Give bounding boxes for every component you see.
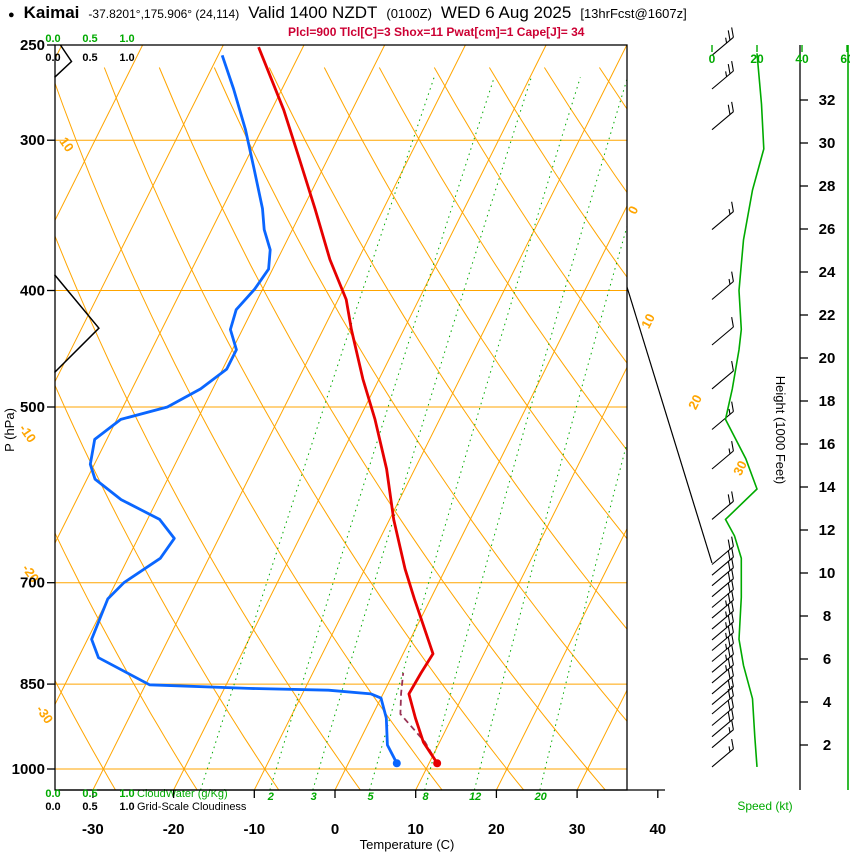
svg-text:-10: -10 — [243, 821, 265, 838]
svg-text:30: 30 — [730, 458, 750, 478]
valid-utc: (0100Z) — [386, 6, 432, 21]
svg-text:6: 6 — [823, 651, 831, 668]
svg-text:0.0: 0.0 — [45, 52, 60, 64]
station-coords: -37.8201°,175.906° (24,114) — [88, 7, 240, 21]
svg-text:10: 10 — [638, 311, 658, 331]
svg-text:14: 14 — [819, 479, 836, 496]
parcel-path — [399, 672, 438, 764]
svg-text:1.0: 1.0 — [119, 33, 134, 45]
svg-text:12: 12 — [469, 791, 481, 803]
svg-text:1.0: 1.0 — [119, 788, 134, 800]
svg-text:40: 40 — [649, 821, 666, 838]
svg-text:28: 28 — [819, 178, 836, 195]
speed-profile — [724, 53, 765, 767]
svg-text:2: 2 — [267, 791, 274, 803]
svg-text:500: 500 — [20, 399, 45, 416]
svg-text:20: 20 — [819, 350, 836, 367]
svg-text:0.5: 0.5 — [82, 801, 97, 813]
svg-text:0.5: 0.5 — [82, 33, 97, 45]
svg-text:16: 16 — [819, 436, 836, 453]
svg-text:700: 700 — [20, 575, 45, 592]
svg-text:20: 20 — [685, 392, 705, 412]
svg-text:850: 850 — [20, 676, 45, 693]
svg-text:20: 20 — [488, 821, 505, 838]
svg-text:-20: -20 — [163, 821, 185, 838]
station-name: Kaimai — [23, 3, 80, 22]
temperature-profile — [257, 46, 439, 764]
valid-time: Valid 1400 NZDT — [248, 3, 378, 22]
boundary-line — [626, 286, 713, 564]
svg-text:400: 400 — [20, 282, 45, 299]
svg-text:18: 18 — [819, 393, 836, 410]
svg-text:10: 10 — [819, 565, 836, 582]
surface-dewpoint-dot — [392, 759, 401, 768]
svg-text:8: 8 — [422, 791, 429, 803]
svg-text:5: 5 — [367, 791, 374, 803]
svg-text:0.5: 0.5 — [82, 788, 97, 800]
wind-barbs — [711, 27, 734, 768]
svg-text:1.0: 1.0 — [119, 52, 134, 64]
svg-text:-30: -30 — [33, 702, 56, 726]
svg-text:10: 10 — [407, 821, 424, 838]
svg-text:0.0: 0.0 — [45, 33, 60, 45]
svg-text:2: 2 — [823, 737, 831, 754]
svg-text:250: 250 — [20, 37, 45, 54]
station-bullet-icon: ● — [8, 9, 15, 21]
forecast-info: [13hrFcst@1607z] — [580, 6, 687, 21]
svg-text:30: 30 — [819, 135, 836, 152]
svg-text:26: 26 — [819, 221, 836, 238]
svg-text:-10: -10 — [16, 421, 39, 445]
svg-text:22: 22 — [819, 307, 836, 324]
height-axis-title: Height (1000 Feet) — [773, 376, 788, 484]
valid-date: WED 6 Aug 2025 — [440, 3, 572, 22]
svg-text:60: 60 — [840, 52, 850, 66]
svg-text:1000: 1000 — [12, 761, 45, 778]
svg-text:0.5: 0.5 — [82, 52, 97, 64]
speed-axis-title: Speed (kt) — [737, 799, 792, 813]
svg-text:10: 10 — [56, 134, 77, 154]
svg-text:12: 12 — [819, 522, 836, 539]
pressure-axis-title: P (hPa) — [2, 408, 17, 452]
svg-text:1.0: 1.0 — [119, 801, 134, 813]
cloudiness-profile — [53, 44, 100, 374]
dewpoint-profile — [88, 54, 399, 764]
temperature-axis-title: Temperature (C) — [360, 837, 455, 852]
sounding-profiles — [88, 46, 442, 768]
svg-text:300: 300 — [20, 132, 45, 149]
svg-text:40: 40 — [795, 52, 809, 66]
svg-text:8: 8 — [823, 608, 831, 625]
svg-text:30: 30 — [569, 821, 586, 838]
svg-text:0.0: 0.0 — [45, 788, 60, 800]
sounding-indices: Plcl=900 Tlcl[C]=3 Shox=11 Pwat[cm]=1 Ca… — [288, 25, 585, 39]
chart-header: ● Kaimai -37.8201°,175.906° (24,114) Val… — [8, 3, 687, 23]
svg-text:-30: -30 — [82, 821, 104, 838]
cloudiness-scale-title: Grid-Scale Cloudiness — [137, 801, 247, 813]
surface-temp-dot — [433, 759, 442, 768]
svg-text:24: 24 — [819, 264, 836, 281]
skewt-grid — [55, 45, 627, 790]
svg-text:0: 0 — [709, 52, 716, 66]
svg-text:20: 20 — [750, 52, 764, 66]
svg-text:4: 4 — [823, 694, 832, 711]
svg-text:3: 3 — [311, 791, 317, 803]
cloudwater-scale-title: CloudWater (g/Kg) — [137, 788, 228, 800]
svg-text:20: 20 — [534, 791, 548, 803]
svg-text:32: 32 — [819, 92, 836, 109]
svg-text:0.0: 0.0 — [45, 801, 60, 813]
svg-text:0: 0 — [331, 821, 339, 838]
